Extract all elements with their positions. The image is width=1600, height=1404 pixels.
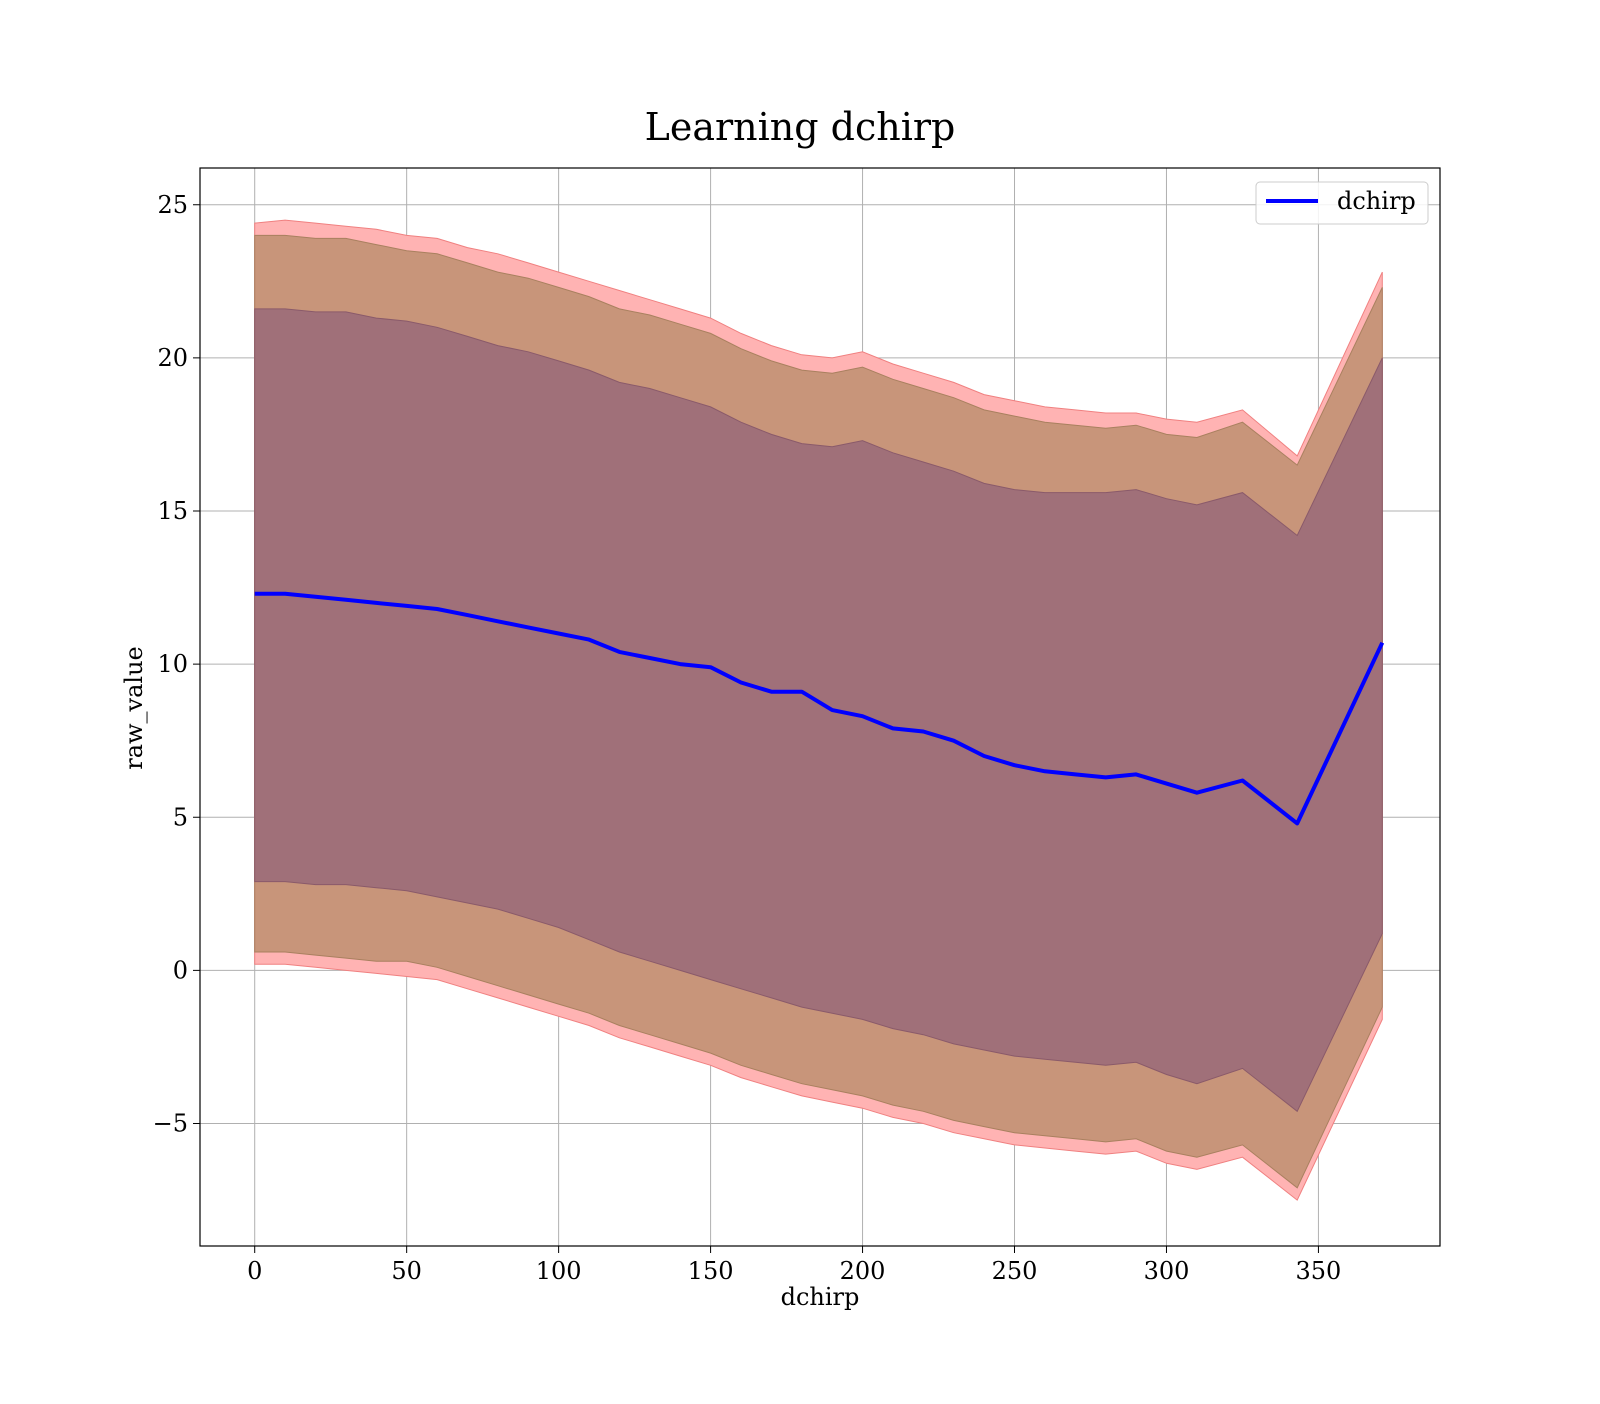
y-tick-label: 0: [173, 956, 188, 984]
line-layer: [254, 591, 1385, 826]
inner-band: [254, 308, 1383, 1113]
y-tick-label: 20: [157, 344, 188, 372]
x-tick-label: 350: [1296, 1257, 1342, 1285]
legend-box: [1255, 181, 1429, 225]
plot-frame: [199, 167, 1441, 1247]
y-tick-label: 5: [173, 803, 188, 831]
legend-label: dchirp: [1337, 187, 1416, 215]
y-tick-label: 10: [157, 650, 188, 678]
y-tick-label: 25: [157, 191, 188, 219]
x-tick-label: 150: [688, 1257, 734, 1285]
y-tick-label: 15: [157, 497, 188, 525]
series-line-dchirp: [254, 591, 1385, 826]
x-tick-label: 300: [1144, 1257, 1190, 1285]
x-tick-label: 200: [840, 1257, 886, 1285]
x-tick-label: 50: [391, 1257, 422, 1285]
bands-layer: [254, 219, 1383, 1201]
x-tick-label: 0: [247, 1257, 262, 1285]
x-tick-label: 250: [992, 1257, 1038, 1285]
ticks-layer: 0 50 100 150 200 250 300 350 −5 0 5 10 15 20 25: [153, 191, 1342, 1285]
chart-title: Learning dchirp: [645, 105, 956, 149]
y-tick-label: −5: [153, 1110, 188, 1138]
x-tick-label: 100: [536, 1257, 582, 1285]
y-axis-label: raw_value: [120, 646, 148, 770]
x-axis-label: dchirp: [781, 1283, 860, 1311]
legend: dchirp: [1255, 181, 1429, 225]
